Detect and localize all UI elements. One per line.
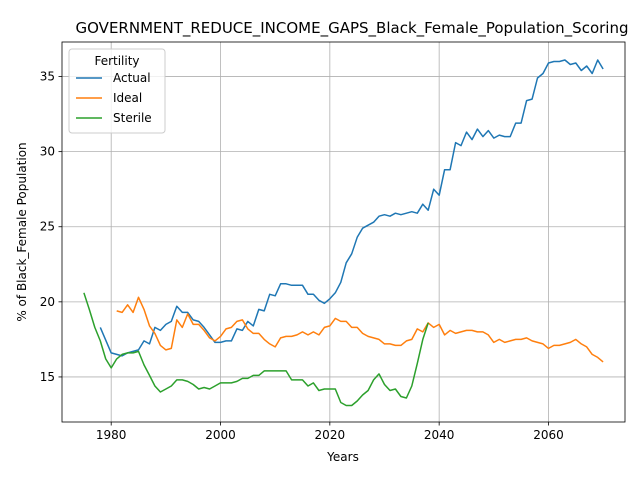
y-tick-label: 20 (40, 295, 55, 309)
legend-label-ideal: Ideal (113, 91, 142, 105)
legend-label-sterile: Sterile (113, 111, 152, 125)
legend-label-actual: Actual (113, 71, 151, 85)
legend: Fertility Actual Ideal Sterile (69, 49, 165, 133)
y-tick-label: 35 (40, 70, 55, 84)
x-tick-label: 1980 (96, 428, 127, 442)
y-tick-label: 25 (40, 220, 55, 234)
x-tick-label: 2020 (315, 428, 346, 442)
x-tick-label: 2000 (205, 428, 236, 442)
y-tick-label: 15 (40, 370, 55, 384)
x-axis-label: Years (326, 450, 359, 464)
x-tick-label: 2060 (533, 428, 564, 442)
y-axis-label: % of Black_Female Population (15, 142, 29, 321)
x-tick-label: 2040 (424, 428, 455, 442)
chart-title: GOVERNMENT_REDUCE_INCOME_GAPS_Black_Fema… (76, 19, 629, 38)
legend-title: Fertility (94, 54, 139, 68)
y-tick-label: 30 (40, 145, 55, 159)
